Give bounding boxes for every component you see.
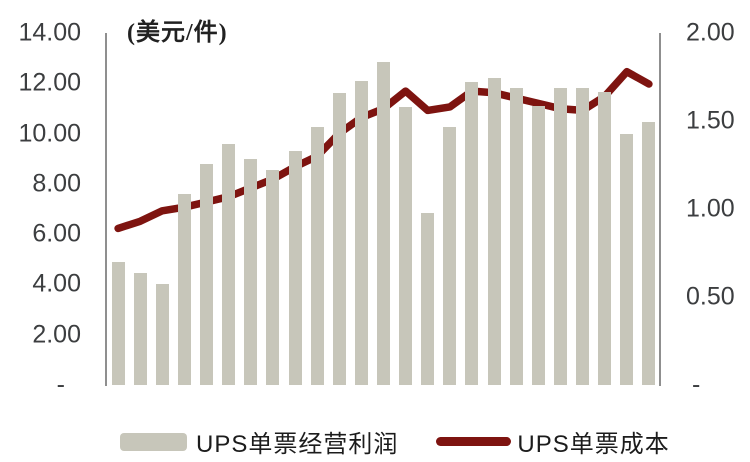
bar xyxy=(553,88,567,385)
legend-item-profit: UPS单票经营利润 xyxy=(120,424,398,459)
left-axis-tick-label: 8.00 xyxy=(32,169,81,198)
right-axis-tick-label: 1.00 xyxy=(686,194,735,223)
left-axis-tick-label: 2.00 xyxy=(32,320,81,349)
legend: UPS单票经营利润 UPS单票成本 xyxy=(120,424,670,459)
right-axis-tick-label: 0.50 xyxy=(686,282,735,311)
bar xyxy=(177,193,191,385)
legend-item-cost: UPS单票成本 xyxy=(436,424,669,459)
bar xyxy=(155,284,169,385)
bar xyxy=(531,105,545,385)
bar xyxy=(620,133,634,385)
bar-series-swatch xyxy=(120,432,187,451)
bar xyxy=(332,93,346,385)
left-axis-tick-label: 6.00 xyxy=(32,219,81,248)
left-axis-tick-label: 10.00 xyxy=(18,119,81,148)
unit-label: (美元/件) xyxy=(127,20,228,46)
left-axis-line xyxy=(105,33,107,386)
right-axis-tick-label: - xyxy=(692,370,701,399)
left-axis-tick-label: 4.00 xyxy=(32,269,81,298)
bar xyxy=(487,78,501,385)
bar xyxy=(443,127,457,385)
right-axis-line xyxy=(659,33,661,386)
line-series-swatch xyxy=(436,437,512,446)
bar xyxy=(222,143,236,385)
bar xyxy=(598,92,612,385)
bar xyxy=(421,212,435,385)
bar xyxy=(465,82,479,385)
bar xyxy=(377,61,390,385)
right-axis-tick-label: 2.00 xyxy=(686,18,735,47)
line-series-label: UPS单票成本 xyxy=(517,431,670,458)
bar xyxy=(642,122,656,385)
bar xyxy=(288,151,302,385)
left-axis-tick-label: - xyxy=(56,370,65,399)
bar xyxy=(354,80,368,385)
left-axis-tick-label: 12.00 xyxy=(18,68,81,97)
bar xyxy=(244,158,258,385)
bar xyxy=(111,261,125,385)
bar xyxy=(509,88,523,385)
bar xyxy=(310,127,324,385)
bar-series-label: UPS单票经营利润 xyxy=(196,431,399,458)
left-axis-tick-label: 14.00 xyxy=(18,18,81,47)
plot-area xyxy=(107,33,660,385)
bar xyxy=(399,107,413,385)
bar xyxy=(133,273,147,385)
bar xyxy=(576,88,590,385)
right-axis-tick-label: 1.50 xyxy=(686,106,735,135)
bar xyxy=(266,170,280,385)
bar xyxy=(200,163,214,385)
